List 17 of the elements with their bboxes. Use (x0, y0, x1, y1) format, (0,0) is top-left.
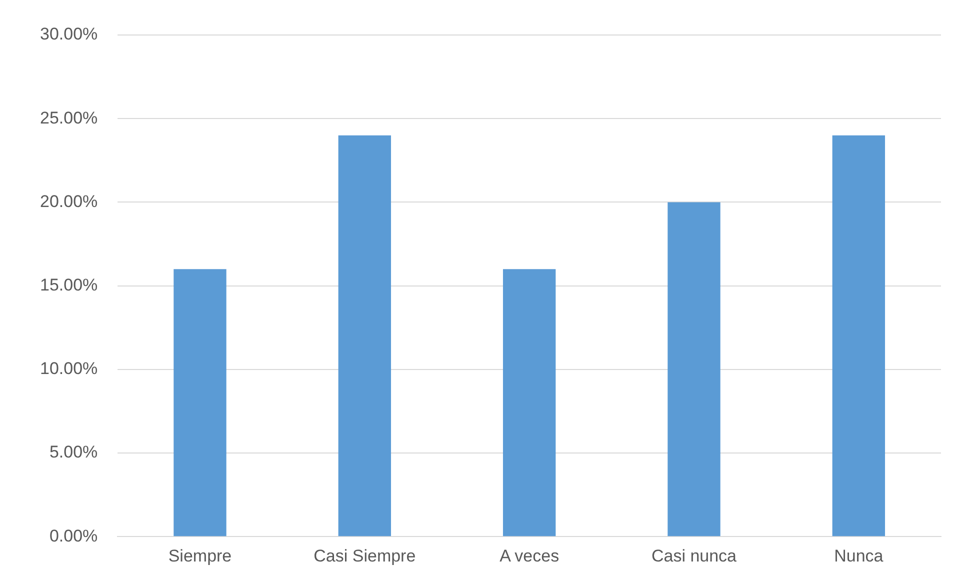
bar (338, 135, 392, 536)
y-tick-label: 30.00% (40, 24, 98, 44)
y-tick-label: 25.00% (40, 108, 98, 128)
bar (668, 202, 720, 536)
y-tick-label: 15.00% (40, 275, 98, 294)
x-tick-label: Casi nunca (651, 546, 738, 566)
y-tick-label: 0.00% (49, 526, 98, 546)
y-tick-label: 10.00% (40, 359, 98, 378)
x-tick-label: Casi Siempre (314, 546, 416, 566)
bar (174, 269, 226, 536)
y-tick-label: 20.00% (40, 192, 98, 211)
y-tick-label: 5.00% (49, 442, 98, 462)
x-tick-label: A veces (500, 546, 560, 566)
x-tick-label: Nunca (834, 546, 884, 566)
x-tick-label: Siempre (168, 546, 232, 566)
bar (832, 135, 886, 536)
bar (502, 269, 556, 536)
